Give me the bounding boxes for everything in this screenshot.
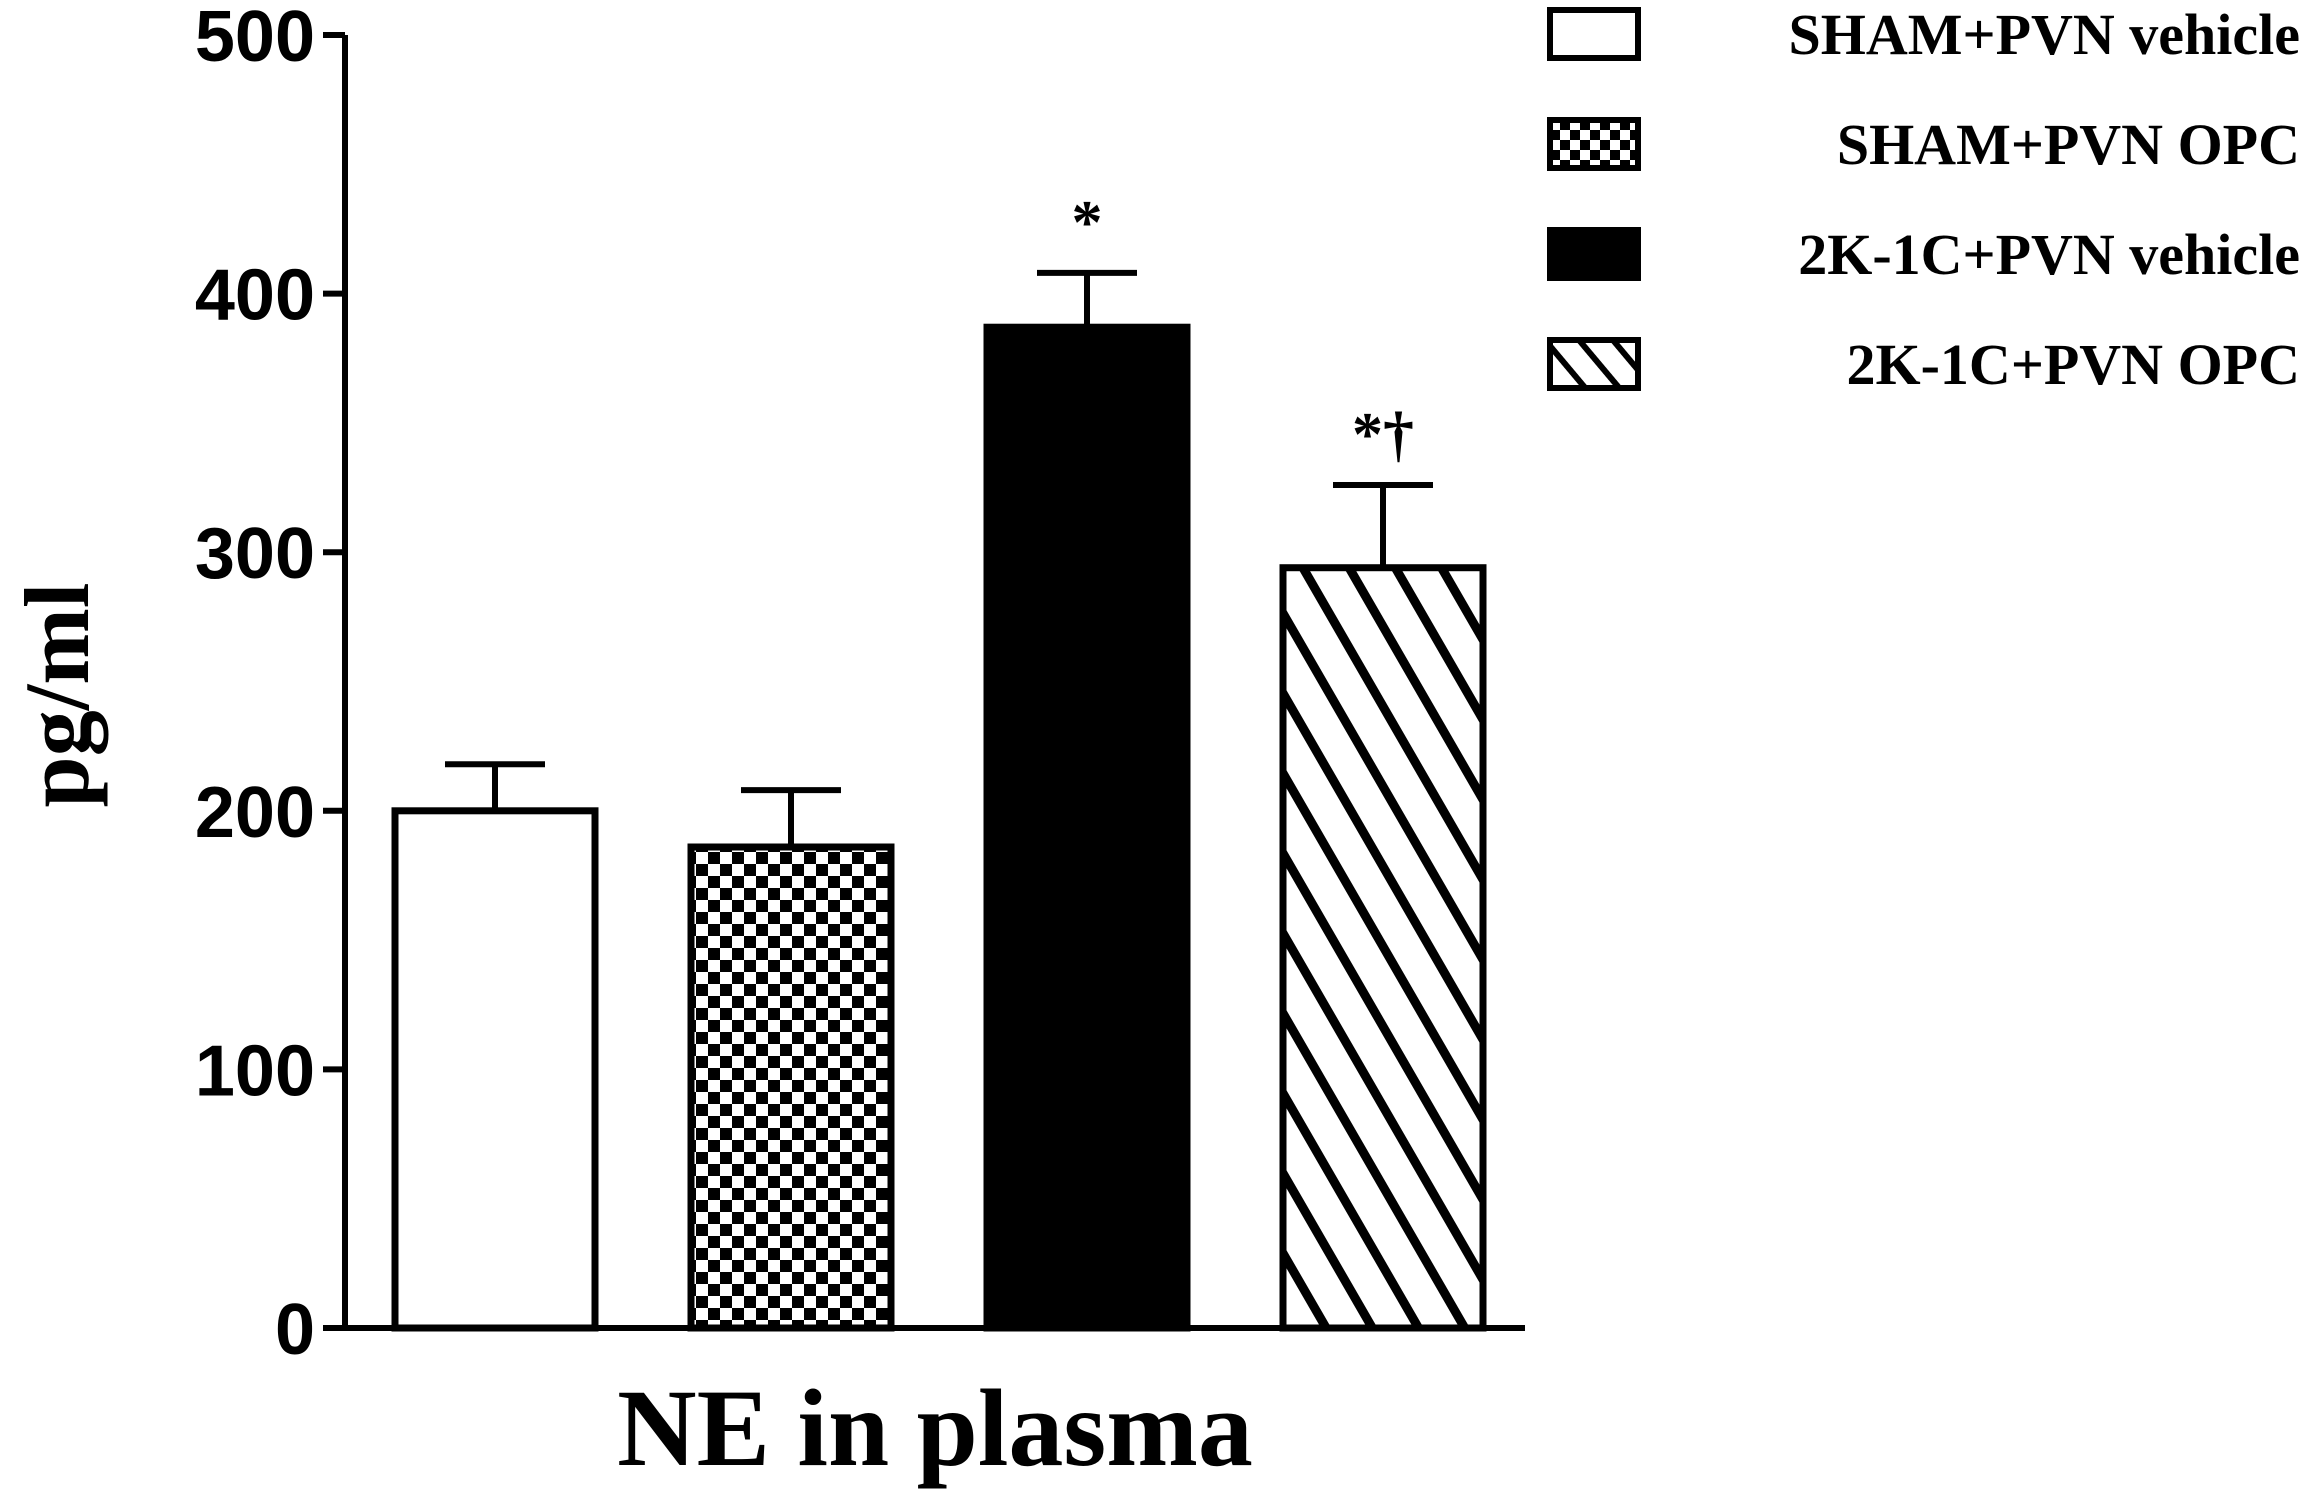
y-tick-label: 300 bbox=[195, 514, 315, 594]
bar bbox=[391, 807, 599, 1332]
significance-mark: *† bbox=[1352, 401, 1414, 469]
legend-label: SHAM+PVN vehicle bbox=[1789, 2, 2300, 67]
y-tick-label: 0 bbox=[275, 1290, 315, 1370]
y-ticks: 0 100 200 300 400 500 bbox=[195, 0, 345, 1370]
bar bbox=[687, 843, 895, 1332]
bar bbox=[983, 323, 1191, 1332]
y-tick-label: 500 bbox=[195, 0, 315, 77]
legend-label: SHAM+PVN OPC bbox=[1837, 112, 2300, 177]
y-tick-label: 100 bbox=[195, 1031, 315, 1111]
y-tick-label: 200 bbox=[195, 773, 315, 853]
legend-swatch bbox=[1547, 227, 1641, 281]
error-bars bbox=[445, 269, 1433, 848]
legend-swatch bbox=[1547, 117, 1641, 171]
bars bbox=[391, 323, 1487, 1332]
y-axis-title: pg/ml bbox=[6, 583, 108, 808]
significance-annotations: * *† bbox=[1072, 189, 1415, 469]
legend-label: 2K-1C+PVN OPC bbox=[1847, 332, 2301, 397]
legend-swatch bbox=[1547, 337, 1641, 391]
y-tick-label: 400 bbox=[195, 256, 315, 336]
significance-mark: * bbox=[1072, 189, 1103, 257]
legend: SHAM+PVN vehicle SHAM+PVN OPC 2K-1C+PVN ve… bbox=[1547, 2, 2301, 397]
x-axis-title: NE in plasma bbox=[617, 1367, 1253, 1489]
bar bbox=[1279, 564, 1487, 1332]
legend-swatch bbox=[1547, 7, 1641, 61]
legend-label: 2K-1C+PVN vehicle bbox=[1798, 222, 2300, 287]
